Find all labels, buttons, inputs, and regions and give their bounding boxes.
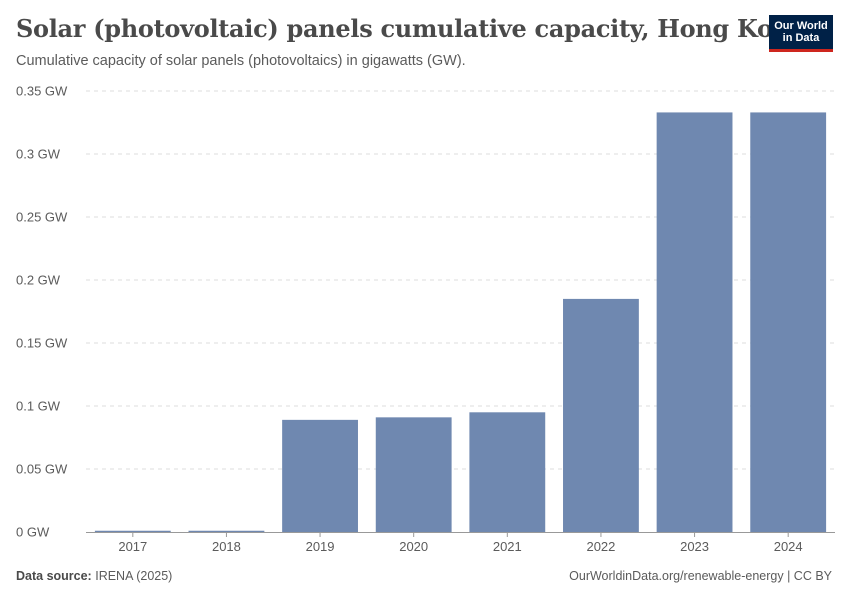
logo-line-2: in Data	[782, 32, 820, 44]
y-tick-label: 0.05 GW	[16, 462, 68, 477]
x-tick-label: 2023	[680, 539, 709, 554]
data-source-label: Data source:	[16, 569, 92, 583]
footer-credit[interactable]: OurWorldinData.org/renewable-energy | CC…	[569, 569, 832, 583]
chart-title: Solar (photovoltaic) panels cumulative c…	[16, 14, 807, 43]
y-tick-label: 0.3 GW	[16, 147, 61, 162]
y-tick-label: 0.1 GW	[16, 399, 61, 414]
logo-line-1: Our World	[774, 20, 828, 32]
owid-logo[interactable]: Our World in Data	[769, 15, 833, 52]
bar[interactable]	[563, 298, 639, 532]
x-tick-label: 2021	[493, 539, 522, 554]
x-tick-label: 2019	[306, 539, 335, 554]
bar[interactable]	[188, 530, 265, 532]
x-tick-label: 2017	[118, 539, 147, 554]
x-tick-label: 2020	[399, 539, 428, 554]
bar[interactable]	[656, 112, 733, 533]
data-source: Data source: IRENA (2025)	[16, 569, 172, 583]
x-tick-label: 2018	[212, 539, 241, 554]
bar[interactable]	[375, 417, 452, 532]
bar[interactable]	[750, 112, 827, 533]
x-tick-label: 2022	[586, 539, 615, 554]
bar[interactable]	[94, 530, 171, 532]
y-tick-label: 0.15 GW	[16, 336, 68, 351]
chart-subtitle: Cumulative capacity of solar panels (pho…	[16, 53, 466, 69]
y-tick-label: 0.25 GW	[16, 210, 68, 225]
y-tick-label: 0.35 GW	[16, 84, 68, 99]
y-tick-label: 0 GW	[16, 525, 50, 540]
bar[interactable]	[469, 412, 546, 532]
y-tick-label: 0.2 GW	[16, 273, 61, 288]
x-tick-label: 2024	[774, 539, 803, 554]
data-source-value[interactable]: IRENA (2025)	[95, 569, 173, 583]
bar[interactable]	[282, 419, 358, 532]
